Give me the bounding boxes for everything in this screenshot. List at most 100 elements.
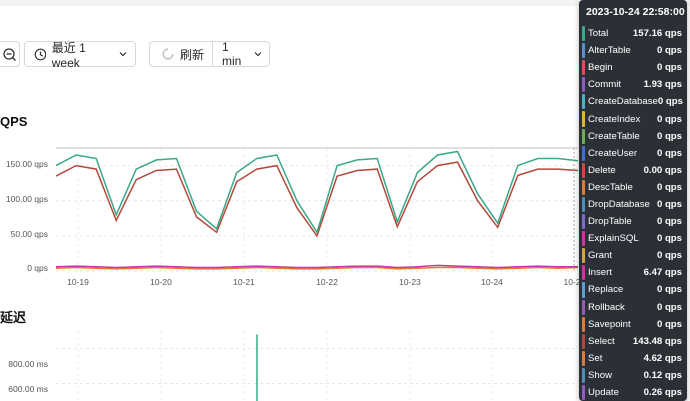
series-line-total — [55, 150, 579, 235]
tooltip-series-name: Update — [588, 387, 619, 399]
refresh-interval-select[interactable]: 1 min — [212, 40, 269, 68]
tooltip-series-value: 0 qps — [656, 198, 682, 210]
tooltip-row: CreateUser 0 qps — [579, 145, 687, 162]
qps-chart[interactable]: 150.00 qps 100.00 qps 50.00 qps 0 qps 10… — [0, 140, 582, 290]
tooltip-series-name: DescTable — [588, 181, 633, 193]
series-color-swatch — [582, 77, 585, 93]
series-color-swatch — [582, 316, 585, 332]
tooltip-series-value: 0 qps — [656, 318, 682, 330]
series-line-select — [55, 161, 579, 238]
tooltip-series-value: 0 qps — [656, 233, 682, 245]
tooltip-series-name: CreateDatabase — [588, 96, 658, 108]
tooltip-row: Update 0.26 qps — [579, 384, 687, 401]
tooltip-series-name: Delete — [588, 164, 616, 176]
qps-panel-title: QPS — [0, 114, 28, 129]
tooltip-series-value: 0.12 qps — [643, 369, 682, 381]
series-color-swatch — [582, 196, 585, 213]
refresh-button[interactable]: 刷新 — [150, 42, 212, 66]
x-tick-label: 10-23 — [399, 277, 421, 287]
tooltip-series-value: 0 qps — [656, 181, 682, 193]
y-tick-label: 100.00 qps — [6, 194, 48, 204]
tooltip-series-name: Savepoint — [588, 318, 631, 330]
loading-spinner-icon — [162, 48, 174, 60]
tooltip-series-value: 0 qps — [657, 96, 683, 108]
x-tick-label: 10-22 — [316, 277, 338, 287]
tooltip-series-name: CreateUser — [588, 147, 638, 159]
tooltip-series-value: 0 qps — [656, 45, 682, 57]
series-color-swatch — [582, 214, 585, 230]
series-color-swatch — [582, 43, 585, 59]
refresh-label: 刷新 — [180, 47, 205, 62]
tooltip-series-name: Replace — [588, 284, 624, 296]
tooltip-series-name: Select — [588, 335, 615, 347]
y-tick-label: 150.00 qps — [6, 159, 48, 169]
tooltip-series-name: AlterTable — [588, 45, 631, 57]
tooltip-series-name: CreateIndex — [588, 113, 641, 125]
tooltip-row: DescTable 0 qps — [579, 179, 687, 196]
series-color-swatch — [582, 179, 585, 195]
series-color-swatch — [582, 333, 585, 349]
refresh-interval-label: 1 min — [222, 40, 242, 68]
series-color-swatch — [582, 26, 585, 42]
tooltip-row: Select 143.48 qps — [579, 333, 687, 350]
series-color-swatch — [582, 248, 585, 264]
y-tick-label: 600.00 ms — [8, 384, 48, 394]
tooltip-series-value: 6.47 qps — [643, 267, 682, 279]
x-tick-label: 10-21 — [233, 277, 255, 287]
zoom-out-icon — [3, 48, 16, 61]
tooltip-row: Rollback 0 qps — [579, 299, 687, 316]
y-tick-label: 800.00 ms — [8, 359, 48, 369]
series-color-swatch — [582, 265, 585, 281]
series-line-insert — [55, 264, 578, 269]
tooltip-series-name: DropTable — [588, 216, 632, 228]
series-color-swatch — [582, 94, 585, 110]
chevron-down-icon — [119, 52, 127, 57]
tooltip-series-value: 143.48 qps — [632, 335, 682, 347]
tooltip-series-name: Total — [588, 28, 609, 40]
tooltip-series-value: 1.93 qps — [643, 79, 682, 91]
tooltip-row: Insert 6.47 qps — [579, 264, 687, 281]
latency-panel-title: 延迟 — [0, 310, 27, 325]
chart-tooltip: 2023-10-24 22:58:00 Total 157.16 qps Alter… — [579, 0, 687, 401]
tooltip-row: Replace 0 qps — [579, 281, 687, 298]
tooltip-series-name: Commit — [588, 79, 622, 91]
time-range-label: 最近 1 week — [51, 40, 86, 70]
x-tick-label: 10-19 — [67, 277, 89, 287]
tooltip-series-value: 0 qps — [656, 301, 682, 313]
zoom-out-button[interactable] — [0, 41, 20, 67]
x-tick-label: 10-2 — [563, 277, 580, 287]
tooltip-row: Commit 1.93 qps — [579, 76, 687, 93]
tooltip-row: CreateIndex 0 qps — [579, 110, 687, 127]
series-color-swatch — [582, 111, 585, 127]
tooltip-row: ExplainSQL 0 qps — [579, 230, 687, 247]
tooltip-timestamp: 2023-10-24 22:58:00 — [586, 6, 685, 18]
tooltip-series-value: 4.62 qps — [643, 352, 682, 364]
tooltip-series-value: 0 qps — [656, 147, 682, 159]
tooltip-series-value: 0 qps — [656, 216, 682, 228]
refresh-group: 刷新 1 min — [149, 40, 270, 68]
y-tick-label: 0 qps — [27, 263, 48, 273]
series-color-swatch — [582, 282, 585, 298]
series-color-swatch — [582, 60, 585, 76]
tooltip-row: DropDatabase 0 qps — [579, 196, 687, 213]
tooltip-series-value: 0.00 qps — [643, 164, 682, 176]
tooltip-series-name: Rollback — [588, 301, 625, 313]
tooltip-row: Show 0.12 qps — [579, 367, 687, 384]
time-range-select[interactable]: 最近 1 week — [24, 40, 136, 70]
tooltip-row: CreateTable 0 qps — [579, 128, 687, 145]
latency-chart[interactable]: 800.00 ms 600.00 ms — [0, 331, 582, 401]
tooltip-series-value: 0 qps — [656, 113, 682, 125]
series-line-set — [55, 266, 579, 270]
series-color-swatch — [582, 145, 585, 161]
tooltip-series-name: Show — [588, 369, 612, 381]
tooltip-series-name: Set — [588, 352, 603, 364]
tooltip-series-value: 0 qps — [656, 62, 682, 74]
tooltip-series-name: Begin — [588, 62, 613, 74]
tooltip-series-value: 0 qps — [656, 250, 682, 262]
tooltip-series-value: 157.16 qps — [632, 28, 682, 40]
tooltip-series-value: 0 qps — [656, 130, 682, 142]
series-color-swatch — [582, 231, 585, 247]
y-tick-label: 50.00 qps — [11, 229, 48, 239]
tooltip-row: Total 157.16 qps — [579, 25, 687, 42]
tooltip-series-name: CreateTable — [588, 130, 640, 142]
